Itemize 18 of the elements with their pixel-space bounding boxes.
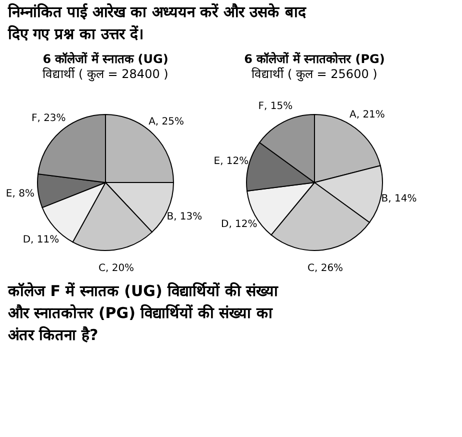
slice-label: F, 23% (31, 112, 66, 124)
slice-label: E, 12% (214, 156, 249, 168)
chart-subtitle: विद्यार्थी ( कुल = 25600 ) (252, 67, 378, 82)
slice-label: C, 26% (307, 262, 344, 274)
chart-title: 6 कॉलेजों में स्नातकोत्तर (PG) (244, 52, 385, 66)
slice-label: A, 21% (349, 110, 385, 121)
slice-label: B, 13% (166, 212, 202, 223)
chart-title: 6 कॉलेजों में स्नातक (UG) (42, 52, 168, 66)
slice-label: E, 8% (6, 188, 34, 200)
chart-subtitle: विद्यार्थी ( कुल = 28400 ) (42, 67, 168, 82)
text: निम्नांकित पाई आरेख का अध्ययन करें और उसके बाद दिए गए प्रश्न का उत्तर दें। (7, 3, 307, 43)
slice-label: F, 15% (258, 100, 293, 112)
slice-label: D, 12% (220, 218, 258, 230)
slice-label: C, 20% (98, 262, 134, 274)
slice-label: D, 11% (22, 234, 60, 246)
text: कॉलेज F में स्नातक (UG) विद्यार्थियों की संख्या और स्नातकोत्तर (PG) विद्यार्थियों की संख्या का अंतर कितना है? (7, 282, 280, 344)
slice-label: A, 25% (148, 116, 184, 128)
slice-label: B, 14% (381, 194, 417, 205)
